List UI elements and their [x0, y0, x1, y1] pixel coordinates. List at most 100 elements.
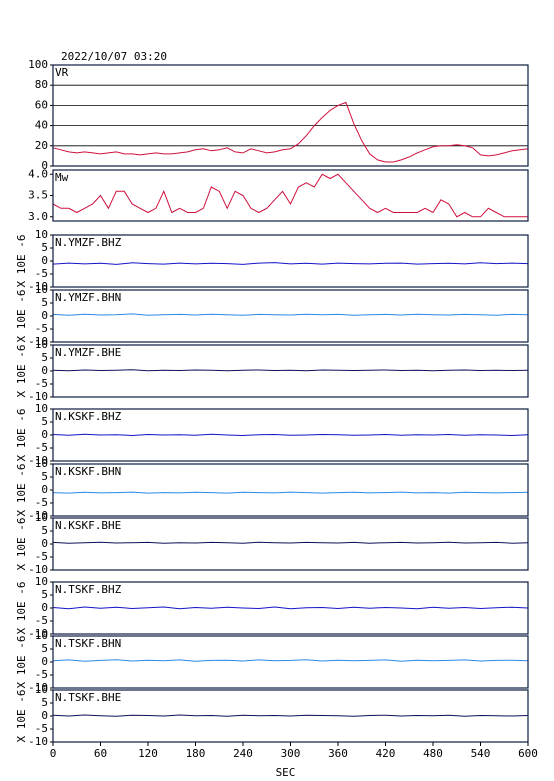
y-tick-label: -10	[28, 735, 48, 748]
y-tick-label: 5	[41, 642, 48, 655]
y-tick-label: -5	[35, 722, 48, 735]
y-tick-label: 3.5	[28, 189, 48, 202]
panel-frame	[52, 635, 529, 689]
trace	[52, 659, 529, 662]
panel-label: N.YMZF.BHN	[55, 291, 121, 304]
y-axis-label: X 10E -6	[15, 409, 28, 462]
chart-title: 2022/10/07 03:20	[61, 50, 167, 63]
y-tick-label: 20	[35, 139, 48, 152]
trace	[52, 491, 529, 494]
y-axis-label: X 10E -6	[15, 290, 28, 343]
trace	[52, 101, 529, 163]
x-tick-label: 120	[138, 747, 158, 760]
panel-frame	[52, 234, 529, 288]
y-tick-label: 0	[41, 428, 48, 441]
x-tick-label: 540	[471, 747, 491, 760]
y-tick-label: -5	[35, 614, 48, 627]
x-tick-label: 240	[233, 747, 253, 760]
y-tick-label: 0	[41, 364, 48, 377]
y-tick-label: -10	[28, 563, 48, 576]
y-tick-label: -5	[35, 267, 48, 280]
trace	[52, 714, 529, 717]
y-tick-label: -5	[35, 441, 48, 454]
panel-label: N.TSKF.BHN	[55, 637, 121, 650]
y-tick-label: 0	[41, 709, 48, 722]
y-tick-label: 5	[41, 415, 48, 428]
trace	[52, 262, 529, 265]
x-tick-label: 60	[94, 747, 107, 760]
panel-label: Mw	[55, 171, 69, 184]
y-tick-label: -10	[28, 627, 48, 640]
panel-label: N.KSKF.BHE	[55, 519, 121, 532]
panel-frame	[52, 64, 529, 167]
y-tick-label: 5	[41, 588, 48, 601]
y-tick-label: 5	[41, 296, 48, 309]
y-tick-label: -5	[35, 377, 48, 390]
panel-label: VR	[55, 66, 69, 79]
y-tick-label: -10	[28, 509, 48, 522]
y-tick-label: 5	[41, 351, 48, 364]
y-tick-label: -10	[28, 681, 48, 694]
y-tick-label: 0	[41, 601, 48, 614]
y-tick-label: 0	[41, 309, 48, 322]
trace	[52, 606, 529, 610]
x-axis-label: SEC	[276, 766, 296, 779]
y-axis-label: X 10E -6	[15, 690, 28, 743]
trace	[52, 433, 529, 437]
y-tick-label: 10	[35, 457, 48, 470]
panel-label: N.TSKF.BHZ	[55, 583, 122, 596]
y-axis-label: X 10E -6	[15, 582, 28, 635]
y-tick-label: -5	[35, 496, 48, 509]
y-tick-label: 10	[35, 575, 48, 588]
y-axis-label: X 10E -6	[15, 235, 28, 288]
panel-frame	[52, 408, 529, 462]
x-tick-label: 360	[328, 747, 348, 760]
trace	[52, 541, 529, 544]
panel-label: N.TSKF.BHE	[55, 691, 121, 704]
y-tick-label: -5	[35, 668, 48, 681]
y-tick-label: 10	[35, 338, 48, 351]
y-tick-label: 100	[28, 58, 48, 71]
y-tick-label: -5	[35, 322, 48, 335]
y-tick-label: 5	[41, 241, 48, 254]
x-tick-label: 0	[50, 747, 57, 760]
y-tick-label: 60	[35, 98, 48, 111]
panel-frame	[52, 517, 529, 571]
trace	[52, 173, 528, 218]
y-tick-label: 4.0	[28, 167, 48, 180]
trace	[52, 369, 529, 372]
panel-frame	[52, 169, 529, 222]
x-tick-label: 180	[186, 747, 206, 760]
y-tick-label: 3.0	[28, 210, 48, 223]
y-tick-label: -10	[28, 280, 48, 293]
panel-label: N.KSKF.BHZ	[55, 410, 122, 423]
x-tick-label: 600	[518, 747, 538, 760]
y-tick-label: 5	[41, 696, 48, 709]
y-tick-label: 0	[41, 483, 48, 496]
y-tick-label: 0	[41, 655, 48, 668]
y-tick-label: 5	[41, 470, 48, 483]
panel-frame	[52, 289, 529, 343]
y-tick-label: -10	[28, 390, 48, 403]
y-axis-label: X 10E -6	[15, 518, 28, 571]
y-axis-label: X 10E -6	[15, 464, 28, 517]
y-tick-label: 40	[35, 119, 48, 132]
y-axis-label: X 10E -6	[15, 636, 28, 689]
y-tick-label: 0	[41, 159, 48, 172]
y-tick-label: 0	[41, 537, 48, 550]
panel-label: N.YMZF.BHZ	[55, 236, 122, 249]
x-tick-label: 480	[423, 747, 443, 760]
trace	[52, 313, 529, 316]
y-tick-label: 10	[35, 228, 48, 241]
y-tick-label: 10	[35, 683, 48, 696]
y-tick-label: 10	[35, 629, 48, 642]
y-tick-label: 5	[41, 524, 48, 537]
panel-frame	[52, 463, 529, 517]
panel-frame	[52, 581, 529, 635]
x-tick-label: 300	[281, 747, 301, 760]
y-tick-label: 10	[35, 511, 48, 524]
panel-frame	[52, 344, 529, 398]
panel-label: N.YMZF.BHE	[55, 346, 121, 359]
y-tick-label: 10	[35, 402, 48, 415]
